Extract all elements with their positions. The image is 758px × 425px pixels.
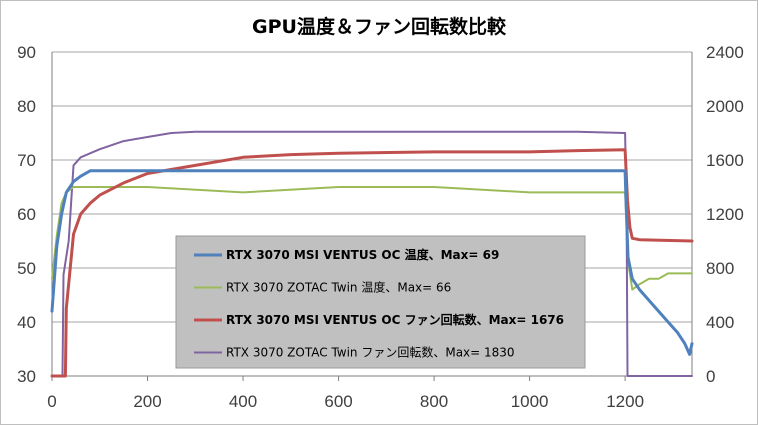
- y-left-tick-label: 90: [17, 43, 36, 62]
- legend-label: RTX 3070 MSI VENTUS OC ファン回転数、Max= 1676: [226, 312, 564, 327]
- series-line-4: [51, 130, 693, 377]
- x-tick-label: 800: [420, 392, 448, 411]
- legend-label: RTX 3070 ZOTAC Twin 温度、Max= 66: [226, 280, 451, 295]
- series-line-2: [51, 186, 693, 291]
- y-right-tick-label: 1600: [706, 151, 744, 170]
- series-lines: [50, 130, 694, 378]
- x-tick-label: 200: [133, 392, 161, 411]
- x-tick-label: 1000: [511, 392, 549, 411]
- y-right-tick-label: 0: [706, 367, 715, 386]
- y-left-tick-label: 70: [17, 151, 36, 170]
- y-left-tick-label: 50: [17, 259, 36, 278]
- legend: RTX 3070 MSI VENTUS OC 温度、Max= 69 RTX 307…: [175, 235, 586, 369]
- y-right-tick-label: 800: [706, 259, 734, 278]
- x-tick-label: 400: [229, 392, 257, 411]
- y-left-tick-label: 40: [17, 313, 36, 332]
- legend-label: RTX 3070 ZOTAC Twin ファン回転数、Max= 1830: [226, 345, 515, 360]
- legend-label: RTX 3070 MSI VENTUS OC 温度、Max= 69: [226, 247, 499, 262]
- y-left-tick-label: 30: [17, 367, 36, 386]
- x-tick-label: 1200: [606, 392, 644, 411]
- y-left-tick-label: 60: [17, 205, 36, 224]
- x-tick-label: 0: [47, 392, 56, 411]
- series-line-1: [50, 169, 694, 356]
- x-tick-label: 600: [324, 392, 352, 411]
- axes: 30 40 50 60 70 80 90 0 400 800 1200 1600 2000 2400 0 20…: [17, 43, 744, 411]
- series-line-3: [50, 148, 694, 378]
- chart-title: GPU温度＆ファン回転数比較: [252, 15, 507, 38]
- legend-box: [175, 235, 586, 369]
- y-right-tick-label: 1200: [706, 205, 744, 224]
- y-right-tick-label: 2000: [706, 97, 744, 116]
- y-right-tick-label: 2400: [706, 43, 744, 62]
- y-left-tick-label: 80: [17, 97, 36, 116]
- y-right-tick-label: 400: [706, 313, 734, 332]
